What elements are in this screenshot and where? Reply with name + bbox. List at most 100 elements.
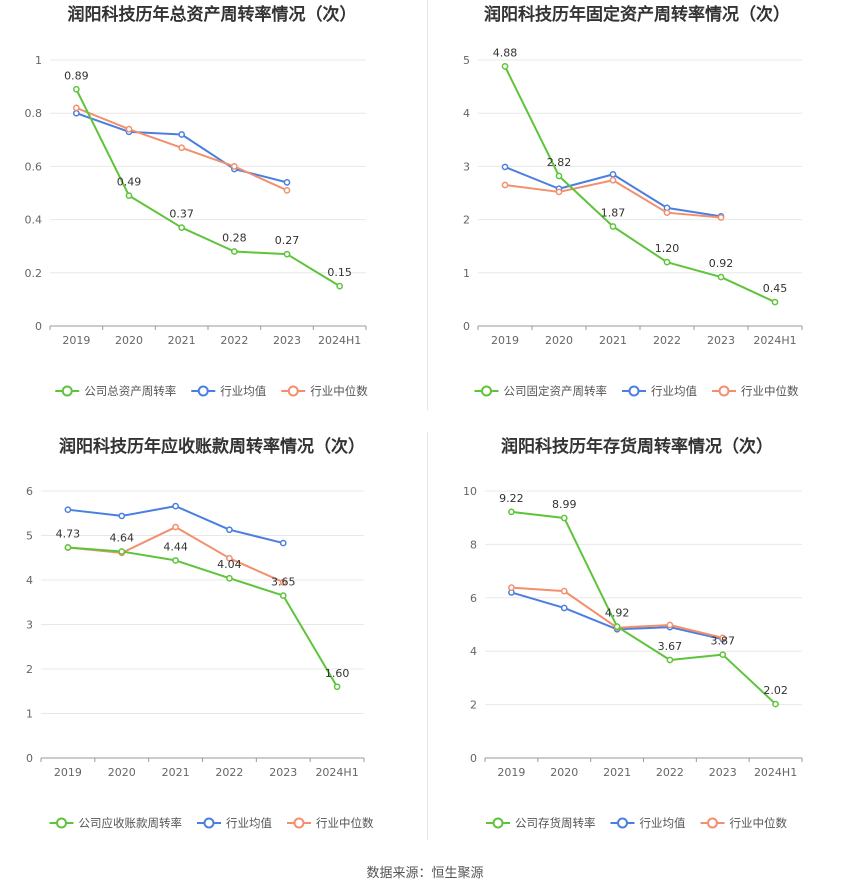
x-tick-label: 2020	[115, 334, 143, 347]
legend-item-avg: 行业均值	[197, 816, 272, 830]
data-label: 4.88	[493, 46, 518, 59]
chart-title: 润阳科技历年存货周转率情况（次）	[501, 436, 773, 457]
data-point-median	[666, 621, 674, 629]
y-tick-label: 2	[26, 663, 33, 676]
data-point-median	[560, 587, 568, 595]
data-label: 9.22	[499, 492, 524, 505]
y-tick-label: 10	[463, 485, 477, 498]
data-point-company	[336, 282, 344, 290]
legend-label: 公司存货周转率	[515, 816, 596, 830]
data-point-avg	[609, 171, 617, 178]
y-tick-label: 6	[26, 485, 33, 498]
data-point-company	[226, 574, 233, 582]
data-point-company	[172, 557, 179, 564]
x-tick-label: 2021	[603, 766, 631, 779]
series-line-company	[511, 510, 777, 705]
data-point-company	[118, 548, 126, 555]
y-tick-label: 1	[463, 267, 470, 280]
legend-marker	[293, 817, 305, 829]
data-point-company	[771, 298, 779, 306]
legend-item-company: 公司存货周转率	[486, 816, 596, 830]
chart-inventory-turnover: 润阳科技历年存货周转率情况（次） 0 2 4 6 8 10 2019 2020 2021 2022 2…	[463, 436, 803, 830]
data-label: 4.92	[605, 607, 630, 620]
data-point-avg	[283, 179, 291, 186]
chart-title: 润阳科技历年应收账款周转率情况（次）	[59, 436, 365, 457]
x-tick-label: 2020	[108, 766, 136, 779]
x-tick-label: 2023	[707, 334, 735, 347]
y-tick-label: 0.2	[25, 267, 43, 280]
data-label: 1.20	[655, 242, 680, 255]
data-label: 0.92	[709, 257, 734, 270]
data-label: 2.02	[763, 684, 788, 697]
y-tick-label: 3	[463, 160, 470, 173]
data-point-median	[172, 523, 179, 531]
data-point-median	[508, 584, 515, 592]
chart-panel-total-assets: 润阳科技历年总资产周转率情况（次） 0 0.2 0.4 0.6 0.8 1 2019 2020 2…	[0, 0, 425, 430]
data-point-median	[279, 578, 287, 586]
data-point-avg	[118, 512, 126, 520]
y-tick-label: 2	[463, 214, 470, 227]
legend-marker	[61, 385, 73, 397]
data-point-median	[125, 125, 133, 133]
data-label: 1.60	[325, 667, 350, 680]
y-tick-label: 6	[470, 592, 477, 605]
legend-label: 行业中位数	[316, 816, 374, 830]
data-point-company	[560, 514, 568, 522]
data-label: 2.82	[547, 156, 572, 169]
legend-label: 公司总资产周转率	[84, 384, 176, 398]
y-tick-label: 1	[35, 54, 42, 67]
chart-panel-receivables: 润阳科技历年应收账款周转率情况（次） 0 1 2 3 4 5 6 2019 2020 2021 202…	[0, 432, 425, 862]
data-point-company	[663, 258, 671, 266]
data-point-company	[64, 544, 72, 551]
x-tick-label: 2022	[656, 766, 684, 779]
legend-item-avg: 行业均值	[191, 384, 267, 398]
data-point-company	[283, 250, 291, 258]
x-tick-label: 2022	[220, 334, 248, 347]
data-label: 4.64	[110, 532, 135, 545]
chart-receivables-turnover: 润阳科技历年应收账款周转率情况（次） 0 1 2 3 4 5 6 2019 2020 2021 202…	[26, 436, 374, 830]
data-label: 0.27	[275, 234, 300, 247]
x-tick-label: 2021	[168, 334, 196, 347]
data-point-avg	[72, 109, 80, 117]
data-point-company	[666, 656, 674, 664]
data-label: 1.87	[601, 207, 626, 220]
y-tick-label: 2	[470, 699, 477, 712]
data-point-avg	[172, 502, 179, 510]
data-label: 8.99	[552, 498, 577, 511]
legend-label: 公司应收账款周转率	[79, 816, 183, 830]
chart-title: 润阳科技历年总资产周转率情况（次）	[68, 4, 357, 25]
legend-label: 行业均值	[220, 384, 266, 398]
data-point-avg	[560, 604, 568, 612]
data-point-median	[663, 209, 671, 217]
legend-label: 行业中位数	[310, 384, 368, 398]
x-tick-label: 2019	[497, 766, 525, 779]
data-point-median	[226, 554, 233, 562]
data-label: 4.04	[217, 558, 242, 571]
legend-marker	[718, 385, 730, 397]
x-tick-label: 2021	[162, 766, 190, 779]
y-tick-label: 0	[26, 752, 33, 765]
data-point-company	[772, 700, 779, 708]
data-point-avg	[501, 163, 509, 171]
y-tick-label: 0.6	[25, 160, 43, 173]
x-tick-label: 2024H1	[315, 766, 358, 779]
data-point-company	[719, 651, 727, 659]
x-tick-label: 2023	[709, 766, 737, 779]
x-tick-label: 2019	[491, 334, 519, 347]
y-tick-label: 4	[470, 645, 477, 658]
x-tick-label: 2020	[550, 766, 578, 779]
x-tick-label: 2022	[215, 766, 243, 779]
data-point-company	[72, 85, 80, 93]
data-point-median	[717, 214, 725, 221]
legend-item-company: 公司固定资产周转率	[474, 384, 607, 398]
x-tick-label: 2020	[545, 334, 573, 347]
legend-item-avg: 行业均值	[622, 384, 697, 398]
y-tick-label: 0	[470, 752, 477, 765]
data-label: 0.15	[327, 266, 352, 279]
legend-label: 行业中位数	[741, 384, 799, 398]
data-point-median	[501, 181, 509, 189]
legend-label: 行业均值	[651, 384, 697, 398]
chart-panel-inventory: 润阳科技历年存货周转率情况（次） 0 2 4 6 8 10 2019 2020 2021 2022 2…	[425, 432, 850, 862]
y-tick-label: 0	[35, 320, 42, 333]
data-point-median	[609, 176, 617, 184]
